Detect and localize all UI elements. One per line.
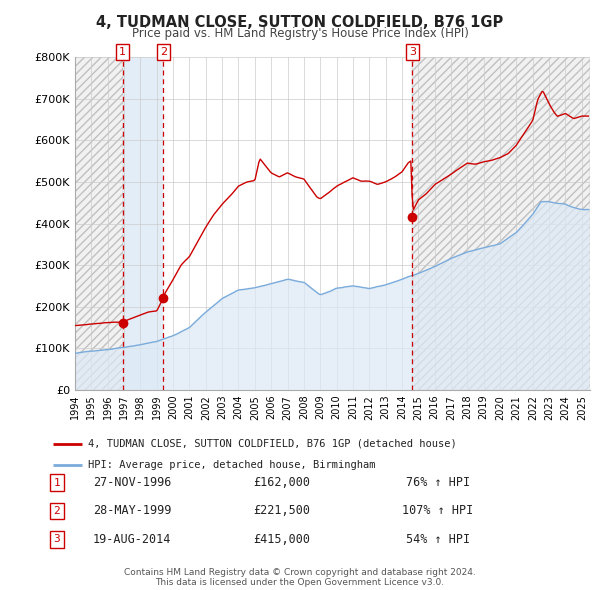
Bar: [412, 57, 590, 390]
Text: 4, TUDMAN CLOSE, SUTTON COLDFIELD, B76 1GP (detached house): 4, TUDMAN CLOSE, SUTTON COLDFIELD, B76 1…: [88, 438, 457, 448]
Text: 19-AUG-2014: 19-AUG-2014: [93, 533, 171, 546]
Text: 107% ↑ HPI: 107% ↑ HPI: [403, 504, 473, 517]
Bar: [75, 57, 122, 390]
Text: 28-MAY-1999: 28-MAY-1999: [93, 504, 171, 517]
Text: Contains HM Land Registry data © Crown copyright and database right 2024.: Contains HM Land Registry data © Crown c…: [124, 568, 476, 577]
Text: 4, TUDMAN CLOSE, SUTTON COLDFIELD, B76 1GP: 4, TUDMAN CLOSE, SUTTON COLDFIELD, B76 1…: [97, 15, 503, 30]
Text: 3: 3: [409, 47, 416, 57]
Text: 1: 1: [53, 478, 61, 487]
Text: Price paid vs. HM Land Registry's House Price Index (HPI): Price paid vs. HM Land Registry's House …: [131, 27, 469, 40]
Text: This data is licensed under the Open Government Licence v3.0.: This data is licensed under the Open Gov…: [155, 578, 445, 588]
Text: 27-NOV-1996: 27-NOV-1996: [93, 476, 171, 489]
Text: HPI: Average price, detached house, Birmingham: HPI: Average price, detached house, Birm…: [88, 460, 375, 470]
Text: 54% ↑ HPI: 54% ↑ HPI: [406, 533, 470, 546]
Text: 2: 2: [160, 47, 167, 57]
Bar: [75, 57, 122, 390]
Text: £415,000: £415,000: [254, 533, 311, 546]
Text: 1: 1: [119, 47, 126, 57]
Text: 76% ↑ HPI: 76% ↑ HPI: [406, 476, 470, 489]
Text: 3: 3: [53, 535, 61, 544]
Bar: [412, 57, 590, 390]
Bar: [122, 57, 163, 390]
Text: 2: 2: [53, 506, 61, 516]
Text: £162,000: £162,000: [254, 476, 311, 489]
Text: £221,500: £221,500: [254, 504, 311, 517]
